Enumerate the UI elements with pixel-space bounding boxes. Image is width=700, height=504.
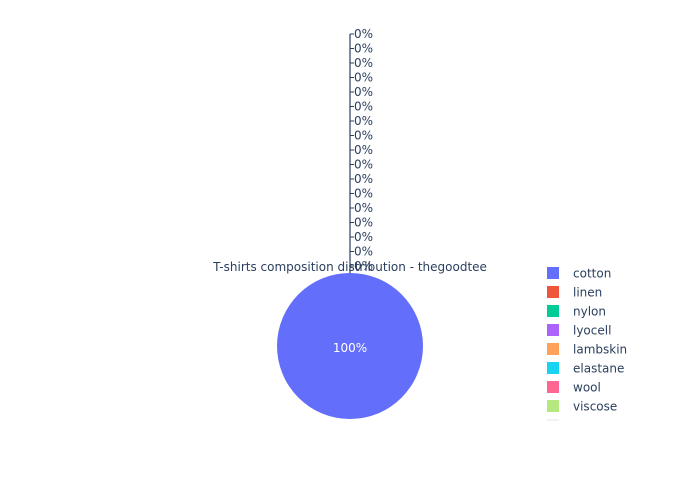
legend: cotton linen nylon lyocell lambskin elastane w… — [547, 267, 627, 421]
legend-swatch — [547, 343, 559, 355]
legend-label: elastane — [573, 362, 624, 376]
legend-label: nylon — [573, 305, 606, 319]
legend-swatch — [547, 305, 559, 317]
chart-title: T-shirts composition distribution - theg… — [212, 260, 487, 274]
zero-percent-label: 0% — [354, 85, 373, 99]
zero-percent-label: 0% — [354, 42, 373, 56]
slice-label-cotton: 100% — [333, 341, 367, 355]
zero-percent-label: 0% — [354, 143, 373, 157]
legend-item-lyocell[interactable]: lyocell — [547, 324, 611, 338]
legend-swatch — [547, 400, 559, 412]
legend-label: lyocell — [573, 324, 611, 338]
zero-percent-labels: 0%0%0%0%0%0%0%0%0%0%0%0%0%0%0%0%0% — [349, 27, 373, 273]
legend-swatch — [547, 362, 559, 374]
zero-percent-label: 0% — [354, 71, 373, 85]
zero-percent-label: 0% — [354, 100, 373, 114]
legend-swatch — [547, 267, 559, 279]
legend-swatch — [547, 324, 559, 336]
legend-item-elastane[interactable]: elastane — [547, 362, 624, 376]
legend-label: cotton — [573, 267, 611, 281]
legend-label: lambskin — [573, 343, 627, 357]
legend-item-nylon[interactable]: nylon — [547, 305, 606, 319]
legend-item-cotton[interactable]: cotton — [547, 267, 611, 281]
zero-percent-label: 0% — [354, 230, 373, 244]
zero-percent-label: 0% — [354, 158, 373, 172]
legend-item-lambskin[interactable]: lambskin — [547, 343, 627, 357]
zero-percent-label: 0% — [354, 172, 373, 186]
legend-swatch — [547, 286, 559, 298]
zero-percent-label: 0% — [354, 187, 373, 201]
pie-slices: 100% — [277, 273, 423, 419]
zero-percent-label: 0% — [354, 114, 373, 128]
legend-swatch — [547, 381, 559, 393]
zero-percent-label: 0% — [354, 245, 373, 259]
pie-slice-cotton[interactable] — [277, 273, 423, 419]
zero-percent-label: 0% — [354, 259, 373, 273]
zero-percent-label: 0% — [354, 129, 373, 143]
legend-item-viscose[interactable]: viscose — [547, 400, 617, 414]
zero-percent-label: 0% — [354, 56, 373, 70]
zero-percent-label: 0% — [354, 201, 373, 215]
zero-percent-label: 0% — [354, 27, 373, 41]
zero-percent-label: 0% — [354, 216, 373, 230]
legend-item-wool[interactable]: wool — [547, 381, 601, 395]
legend-label: linen — [573, 286, 602, 300]
legend-label: wool — [573, 381, 601, 395]
legend-label: viscose — [573, 400, 617, 414]
legend-item-linen[interactable]: linen — [547, 286, 602, 300]
